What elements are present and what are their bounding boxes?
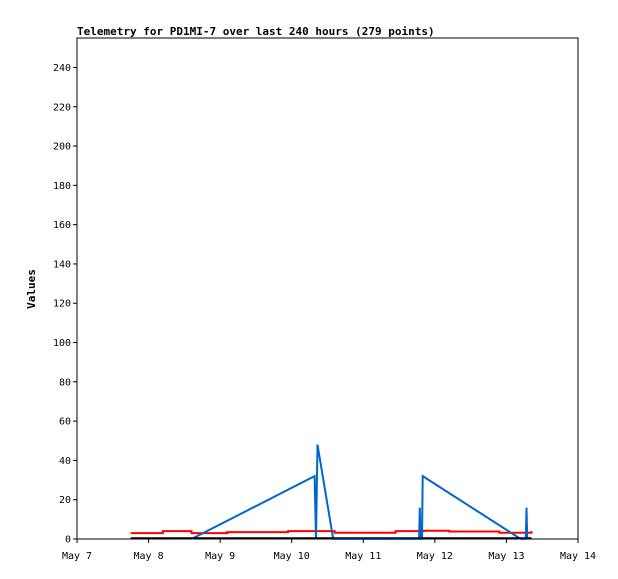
x-tick-label: May 8 — [134, 551, 164, 562]
plot-area — [76, 37, 579, 540]
y-tick-label: 100 — [53, 338, 71, 349]
y-tick-label: 220 — [53, 102, 71, 113]
x-tick-label: May 11 — [345, 551, 381, 562]
series-line-1 — [130, 529, 533, 535]
chart-title: Telemetry for PD1MI-7 over last 240 hour… — [77, 25, 435, 38]
series-line-2 — [191, 444, 529, 540]
y-tick-label: 160 — [53, 220, 71, 231]
y-tick-label: 60 — [59, 417, 71, 428]
y-tick-label: 40 — [59, 456, 71, 467]
y-axis: 0 20 40 60 80 100 120 140 160 180 200 220 240 — [53, 63, 77, 546]
x-tick-label: May 14 — [560, 551, 596, 562]
y-tick-label: 120 — [53, 299, 71, 310]
x-tick-label: May 9 — [205, 551, 235, 562]
x-axis: May 7 May 8 May 9 May 10 May 11 May 12 May 13 M… — [62, 539, 596, 562]
y-tick-label: 140 — [53, 259, 71, 270]
y-tick-label: 180 — [53, 181, 71, 192]
y-tick-label: 200 — [53, 142, 71, 153]
y-tick-label: 20 — [59, 495, 71, 506]
y-tick-label: 80 — [59, 377, 71, 388]
x-tick-label: May 10 — [274, 551, 310, 562]
y-tick-label: 240 — [53, 63, 71, 74]
x-tick-label: May 13 — [488, 551, 524, 562]
x-tick-label: May 7 — [62, 551, 92, 562]
y-axis-label: Values — [25, 269, 38, 309]
y-tick-label: 0 — [65, 535, 71, 546]
series-layer — [130, 444, 533, 540]
x-tick-label: May 12 — [417, 551, 453, 562]
